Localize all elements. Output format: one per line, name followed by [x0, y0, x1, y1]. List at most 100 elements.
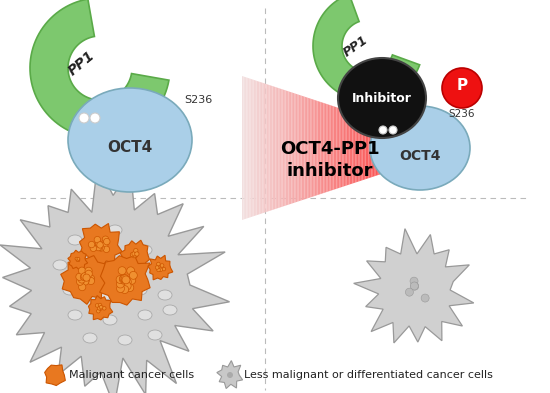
Circle shape — [87, 275, 95, 282]
Polygon shape — [368, 118, 370, 178]
Polygon shape — [307, 97, 309, 198]
Polygon shape — [382, 122, 383, 174]
Polygon shape — [342, 109, 344, 187]
Polygon shape — [421, 135, 422, 161]
Polygon shape — [281, 89, 283, 207]
Polygon shape — [361, 116, 362, 181]
Polygon shape — [100, 255, 150, 305]
Polygon shape — [120, 240, 150, 271]
Polygon shape — [447, 144, 448, 152]
Circle shape — [119, 275, 127, 283]
Polygon shape — [312, 99, 313, 197]
Polygon shape — [260, 82, 261, 214]
Polygon shape — [398, 127, 399, 169]
Polygon shape — [319, 101, 321, 195]
Circle shape — [81, 278, 89, 285]
Polygon shape — [390, 125, 392, 171]
Polygon shape — [441, 142, 443, 154]
Polygon shape — [399, 128, 400, 168]
Polygon shape — [345, 110, 346, 186]
Polygon shape — [321, 102, 322, 194]
Ellipse shape — [68, 310, 82, 320]
Circle shape — [78, 276, 85, 283]
Polygon shape — [297, 94, 299, 202]
Polygon shape — [301, 95, 303, 200]
Circle shape — [157, 262, 160, 266]
Circle shape — [75, 257, 78, 260]
Polygon shape — [246, 77, 248, 219]
Polygon shape — [265, 84, 267, 212]
Ellipse shape — [338, 58, 426, 138]
Ellipse shape — [108, 225, 122, 235]
Circle shape — [78, 267, 86, 274]
Polygon shape — [284, 90, 285, 206]
Polygon shape — [335, 107, 337, 189]
Polygon shape — [415, 133, 416, 163]
Circle shape — [82, 276, 90, 283]
Polygon shape — [303, 96, 305, 200]
Circle shape — [122, 276, 130, 284]
Polygon shape — [406, 130, 408, 166]
Circle shape — [121, 275, 129, 283]
Circle shape — [157, 268, 161, 272]
Circle shape — [120, 276, 128, 284]
Text: OCT4: OCT4 — [107, 141, 153, 156]
Ellipse shape — [123, 263, 137, 273]
Polygon shape — [272, 86, 274, 210]
Circle shape — [128, 276, 136, 284]
Polygon shape — [422, 136, 424, 160]
Polygon shape — [258, 81, 260, 215]
Polygon shape — [341, 108, 342, 187]
Polygon shape — [400, 129, 402, 168]
Polygon shape — [30, 0, 169, 138]
Polygon shape — [444, 143, 446, 153]
Circle shape — [90, 113, 100, 123]
Polygon shape — [296, 94, 297, 202]
Polygon shape — [278, 88, 280, 208]
Polygon shape — [355, 114, 357, 183]
Circle shape — [81, 273, 89, 280]
Circle shape — [123, 282, 131, 290]
Polygon shape — [251, 79, 252, 217]
Polygon shape — [374, 120, 376, 176]
Polygon shape — [268, 84, 270, 211]
Polygon shape — [310, 99, 312, 197]
Polygon shape — [427, 137, 428, 159]
Polygon shape — [405, 130, 406, 166]
Polygon shape — [409, 131, 411, 165]
Polygon shape — [428, 138, 430, 158]
Text: OCT4-PP1
inhibitor: OCT4-PP1 inhibitor — [280, 140, 380, 180]
Ellipse shape — [148, 330, 162, 340]
Circle shape — [85, 267, 92, 274]
Polygon shape — [396, 127, 398, 169]
Text: Less malignant or differentiated cancer cells: Less malignant or differentiated cancer … — [244, 370, 493, 380]
Ellipse shape — [63, 285, 77, 295]
Polygon shape — [348, 111, 350, 185]
Ellipse shape — [53, 260, 67, 270]
Circle shape — [389, 126, 397, 134]
Polygon shape — [306, 97, 307, 199]
Polygon shape — [277, 88, 278, 208]
Polygon shape — [316, 101, 317, 196]
Polygon shape — [248, 78, 249, 218]
Polygon shape — [270, 85, 271, 211]
Polygon shape — [459, 147, 460, 149]
Circle shape — [126, 284, 134, 292]
Polygon shape — [285, 90, 287, 206]
Circle shape — [126, 267, 135, 275]
Circle shape — [95, 244, 102, 251]
Circle shape — [162, 267, 166, 271]
Circle shape — [76, 259, 80, 262]
Polygon shape — [446, 143, 447, 153]
Polygon shape — [283, 90, 284, 207]
Ellipse shape — [83, 333, 97, 343]
Polygon shape — [264, 83, 265, 213]
Ellipse shape — [118, 335, 132, 345]
Ellipse shape — [68, 235, 82, 245]
Circle shape — [94, 237, 101, 243]
Polygon shape — [337, 107, 338, 189]
Ellipse shape — [153, 265, 167, 275]
Polygon shape — [452, 145, 453, 151]
Polygon shape — [89, 296, 113, 320]
Polygon shape — [371, 119, 373, 177]
